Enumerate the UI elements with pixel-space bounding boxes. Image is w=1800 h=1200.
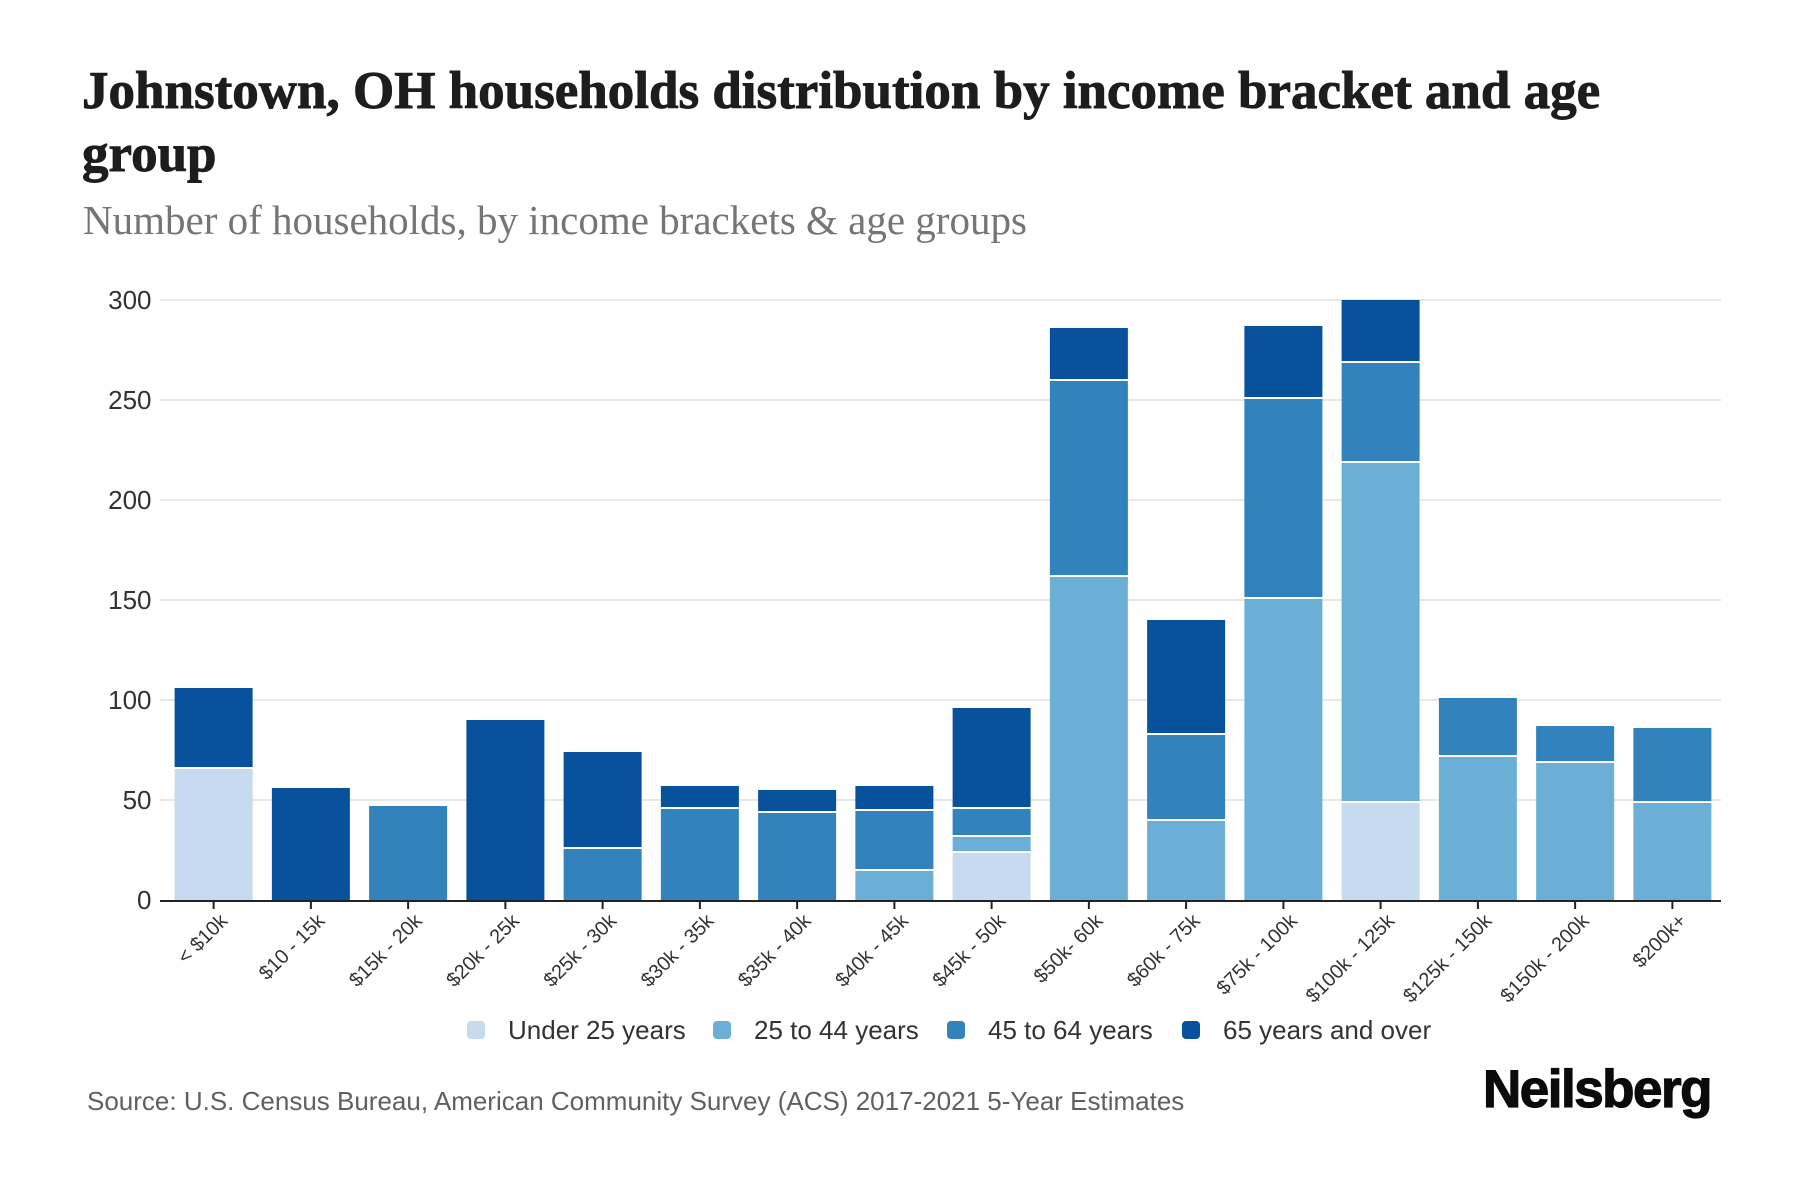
- svg-text:65 years and over: 65 years and over: [1223, 1015, 1431, 1045]
- svg-text:$25k - 30k: $25k - 30k: [540, 909, 622, 991]
- svg-text:$150k - 200k: $150k - 200k: [1496, 909, 1594, 1007]
- svg-text:$50k- 60k: $50k- 60k: [1030, 909, 1108, 987]
- svg-text:50: 50: [123, 785, 152, 815]
- svg-text:$15k - 20k: $15k - 20k: [345, 909, 427, 991]
- svg-text:$30k - 35k: $30k - 35k: [637, 909, 719, 991]
- svg-text:$125k - 150k: $125k - 150k: [1399, 909, 1497, 1007]
- svg-text:$75k - 100k: $75k - 100k: [1212, 909, 1302, 999]
- svg-text:$40k - 45k: $40k - 45k: [831, 909, 913, 991]
- svg-text:300: 300: [108, 285, 151, 315]
- svg-text:$100k - 125k: $100k - 125k: [1302, 909, 1400, 1007]
- svg-text:25 to 44 years: 25 to 44 years: [754, 1015, 919, 1045]
- svg-text:100: 100: [108, 685, 151, 715]
- svg-text:0: 0: [137, 885, 151, 915]
- svg-text:< $10k: < $10k: [174, 909, 233, 968]
- svg-text:Under 25 years: Under 25 years: [508, 1015, 686, 1045]
- svg-text:45 to 64 years: 45 to 64 years: [988, 1015, 1153, 1045]
- svg-text:$20k - 25k: $20k - 25k: [442, 909, 524, 991]
- svg-text:$200k+: $200k+: [1629, 910, 1691, 972]
- svg-text:$60k - 75k: $60k - 75k: [1123, 909, 1205, 991]
- svg-text:$10 - 15k: $10 - 15k: [255, 909, 330, 984]
- svg-text:$45k - 50k: $45k - 50k: [929, 909, 1011, 991]
- svg-text:$35k - 40k: $35k - 40k: [734, 909, 816, 991]
- svg-text:150: 150: [108, 585, 151, 615]
- svg-text:250: 250: [108, 385, 151, 415]
- svg-text:200: 200: [108, 485, 151, 515]
